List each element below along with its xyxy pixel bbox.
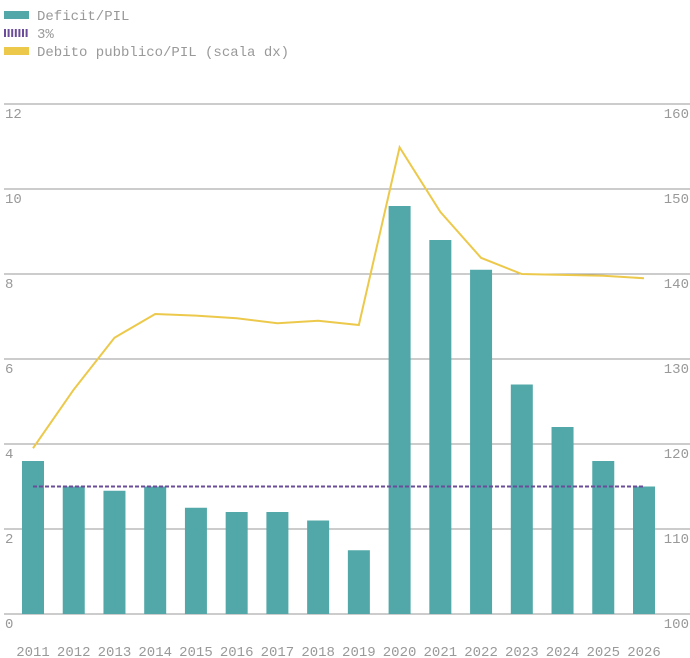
legend-swatch	[25, 29, 28, 37]
legend-swatch	[4, 11, 29, 19]
legend-swatch	[22, 29, 24, 37]
bar	[266, 512, 289, 614]
y-tick-label: 10	[5, 192, 22, 208]
y-tick-label: 0	[5, 617, 13, 633]
bar	[592, 461, 615, 614]
x-tick-label: 2026	[627, 645, 661, 658]
legend-swatch	[4, 29, 6, 37]
bar	[184, 507, 207, 614]
bar	[22, 461, 44, 614]
x-tick-label: 2015	[179, 645, 213, 658]
legend-swatch	[7, 29, 10, 37]
bar	[62, 486, 85, 614]
y-tick-label: 8	[5, 277, 13, 293]
bar	[307, 520, 330, 614]
y2-tick-label: 120	[664, 447, 689, 463]
line	[32, 144, 645, 449]
x-tick-label: 2014	[138, 645, 172, 658]
bar	[510, 384, 533, 614]
legend-swatch	[18, 29, 21, 37]
y-tick-label: 12	[5, 107, 22, 123]
bar	[633, 486, 655, 614]
bar	[470, 269, 493, 614]
x-tick-label: 2016	[220, 645, 254, 658]
y-tick-label: 6	[5, 362, 13, 378]
x-tick-label: 2024	[546, 645, 580, 658]
bar	[388, 206, 411, 614]
x-tick-label: 2021	[424, 645, 458, 658]
legend-label: Deficit/PIL	[37, 9, 129, 25]
legend-swatch	[14, 29, 17, 37]
y2-tick-label: 110	[664, 532, 689, 548]
legend-label: 3%	[37, 27, 54, 43]
x-tick-label: 2019	[342, 645, 376, 658]
x-tick-label: 2018	[301, 645, 335, 658]
bar	[551, 427, 574, 614]
y2-tick-label: 100	[664, 617, 689, 633]
x-tick-label: 2012	[57, 645, 91, 658]
x-tick-label: 2022	[464, 645, 498, 658]
bar	[103, 490, 126, 614]
y2-tick-label: 130	[664, 362, 689, 378]
x-tick-label: 2013	[98, 645, 132, 658]
x-tick-label: 2017	[261, 645, 295, 658]
bar	[225, 512, 248, 614]
y2-tick-label: 160	[664, 107, 689, 123]
bar	[144, 486, 167, 614]
x-tick-label: 2020	[383, 645, 417, 658]
x-tick-label: 2025	[586, 645, 620, 658]
y2-tick-label: 140	[664, 277, 689, 293]
bar	[429, 240, 452, 614]
legend-label: Debito pubblico/PIL (scala dx)	[37, 45, 289, 61]
y-tick-label: 4	[5, 447, 13, 463]
y-tick-label: 2	[5, 532, 13, 548]
legend-swatch	[4, 47, 29, 55]
x-tick-label: 2023	[505, 645, 539, 658]
legend-swatch	[11, 29, 14, 37]
bar	[347, 550, 370, 614]
x-tick-label: 2011	[16, 645, 50, 658]
y2-tick-label: 150	[664, 192, 689, 208]
